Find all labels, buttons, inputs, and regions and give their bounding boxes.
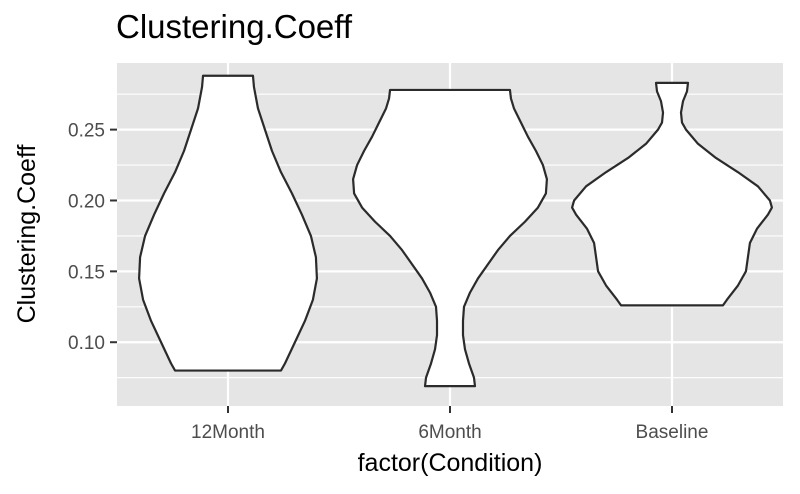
x-tick-label: Baseline (636, 422, 709, 443)
y-tick-label: 0.10 (68, 333, 105, 354)
chart-title: Clustering.Coeff (116, 8, 353, 45)
y-tick-label: 0.20 (68, 191, 105, 212)
y-tick-label: 0.15 (68, 262, 105, 283)
y-tick-label: 0.25 (68, 121, 105, 142)
violins (137, 74, 773, 388)
x-tick-label: 12Month (191, 422, 265, 443)
violin-baseline (571, 81, 773, 307)
x-axis-title: factor(Condition) (358, 449, 543, 477)
violin-6month (352, 88, 548, 388)
y-axis-title: Clustering.Coeff (13, 145, 41, 324)
x-axis: 12Month 6Month Baseline (191, 406, 708, 443)
violin-12month (137, 74, 319, 372)
y-axis: 0.10 0.15 0.20 0.25 (68, 121, 117, 354)
x-tick-label: 6Month (418, 422, 481, 443)
